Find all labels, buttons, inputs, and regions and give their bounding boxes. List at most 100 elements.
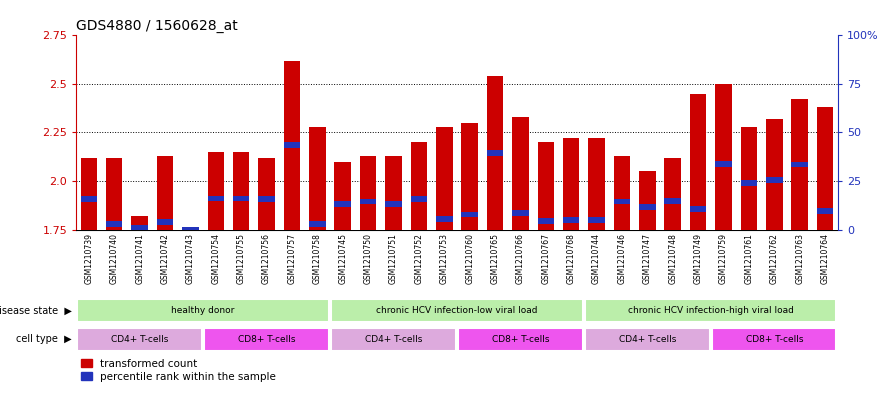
Bar xyxy=(690,94,706,230)
Text: GSM1210749: GSM1210749 xyxy=(694,233,702,284)
Text: GSM1210765: GSM1210765 xyxy=(490,233,500,284)
Text: CD4+ T-cells: CD4+ T-cells xyxy=(111,335,168,343)
Bar xyxy=(385,156,401,230)
Bar xyxy=(208,196,224,201)
Bar xyxy=(817,107,833,230)
Bar xyxy=(208,152,224,230)
Bar xyxy=(284,61,300,230)
Bar xyxy=(410,196,427,202)
Text: GSM1210759: GSM1210759 xyxy=(719,233,728,284)
Bar xyxy=(766,119,782,230)
Bar xyxy=(589,217,605,223)
Text: GSM1210743: GSM1210743 xyxy=(185,233,195,284)
Bar xyxy=(360,156,376,230)
Bar xyxy=(157,156,173,230)
Text: CD8+ T-cells: CD8+ T-cells xyxy=(492,335,549,343)
Bar xyxy=(817,208,833,214)
Bar xyxy=(614,156,630,230)
Bar xyxy=(513,210,529,215)
Bar xyxy=(487,150,504,156)
Text: chronic HCV infection-high viral load: chronic HCV infection-high viral load xyxy=(628,307,794,315)
Bar xyxy=(385,201,401,207)
Bar xyxy=(106,221,123,227)
Text: GSM1210760: GSM1210760 xyxy=(465,233,474,284)
Bar xyxy=(741,127,757,230)
Text: CD4+ T-cells: CD4+ T-cells xyxy=(618,335,676,343)
Text: GSM1210756: GSM1210756 xyxy=(262,233,271,284)
Text: GSM1210755: GSM1210755 xyxy=(237,233,246,284)
Bar xyxy=(334,201,351,207)
Bar xyxy=(182,228,199,230)
Text: GSM1210740: GSM1210740 xyxy=(109,233,119,284)
Text: chronic HCV infection-low viral load: chronic HCV infection-low viral load xyxy=(376,307,538,315)
Text: GSM1210745: GSM1210745 xyxy=(338,233,348,284)
Text: GSM1210762: GSM1210762 xyxy=(770,233,779,284)
Text: GSM1210758: GSM1210758 xyxy=(313,233,322,284)
Bar xyxy=(538,218,554,224)
Bar xyxy=(563,217,580,223)
Bar xyxy=(332,328,456,351)
Text: GSM1210744: GSM1210744 xyxy=(592,233,601,284)
Bar xyxy=(309,127,325,230)
Text: CD8+ T-cells: CD8+ T-cells xyxy=(237,335,296,343)
Bar xyxy=(132,216,148,230)
Bar xyxy=(487,76,504,230)
Bar xyxy=(284,142,300,148)
Text: GSM1210748: GSM1210748 xyxy=(668,233,677,284)
Text: GSM1210750: GSM1210750 xyxy=(364,233,373,284)
Text: CD8+ T-cells: CD8+ T-cells xyxy=(745,335,803,343)
Text: GSM1210763: GSM1210763 xyxy=(795,233,805,284)
Bar xyxy=(77,299,329,322)
Bar xyxy=(563,138,580,230)
Bar xyxy=(589,138,605,230)
Bar xyxy=(332,299,582,322)
Bar xyxy=(258,158,275,230)
Bar xyxy=(233,196,249,201)
Bar xyxy=(458,328,582,351)
Bar xyxy=(715,84,732,230)
Text: GSM1210754: GSM1210754 xyxy=(211,233,220,284)
Text: GSM1210752: GSM1210752 xyxy=(414,233,424,284)
Bar xyxy=(436,127,452,230)
Text: cell type  ▶: cell type ▶ xyxy=(16,334,72,344)
Bar xyxy=(585,299,837,322)
Bar xyxy=(309,221,325,227)
Text: GSM1210768: GSM1210768 xyxy=(566,233,576,284)
Text: GSM1210741: GSM1210741 xyxy=(135,233,144,284)
Bar xyxy=(614,198,630,204)
Bar xyxy=(157,219,173,225)
Bar xyxy=(712,328,837,351)
Text: GSM1210747: GSM1210747 xyxy=(642,233,652,284)
Bar xyxy=(513,117,529,230)
Text: GSM1210742: GSM1210742 xyxy=(160,233,169,284)
Bar xyxy=(461,123,478,230)
Bar xyxy=(538,142,554,230)
Bar xyxy=(77,328,202,351)
Bar xyxy=(715,161,732,167)
Text: GSM1210767: GSM1210767 xyxy=(541,233,550,284)
Bar xyxy=(665,198,681,204)
Bar xyxy=(461,212,478,217)
Bar xyxy=(766,177,782,183)
Bar xyxy=(665,158,681,230)
Bar xyxy=(106,158,123,230)
Text: GDS4880 / 1560628_at: GDS4880 / 1560628_at xyxy=(76,19,238,33)
Text: GSM1210757: GSM1210757 xyxy=(288,233,297,284)
Bar xyxy=(258,196,275,202)
Bar xyxy=(81,196,97,202)
Bar xyxy=(791,99,808,230)
Text: GSM1210766: GSM1210766 xyxy=(516,233,525,284)
Bar xyxy=(81,158,97,230)
Bar xyxy=(436,216,452,222)
Text: healthy donor: healthy donor xyxy=(171,307,235,315)
Legend: transformed count, percentile rank within the sample: transformed count, percentile rank withi… xyxy=(82,359,276,382)
Bar xyxy=(690,206,706,212)
Bar xyxy=(233,152,249,230)
Bar xyxy=(585,328,710,351)
Text: disease state  ▶: disease state ▶ xyxy=(0,306,72,316)
Bar xyxy=(204,328,329,351)
Bar xyxy=(639,204,656,210)
Text: GSM1210751: GSM1210751 xyxy=(389,233,398,284)
Text: GSM1210739: GSM1210739 xyxy=(84,233,93,284)
Text: GSM1210764: GSM1210764 xyxy=(821,233,830,284)
